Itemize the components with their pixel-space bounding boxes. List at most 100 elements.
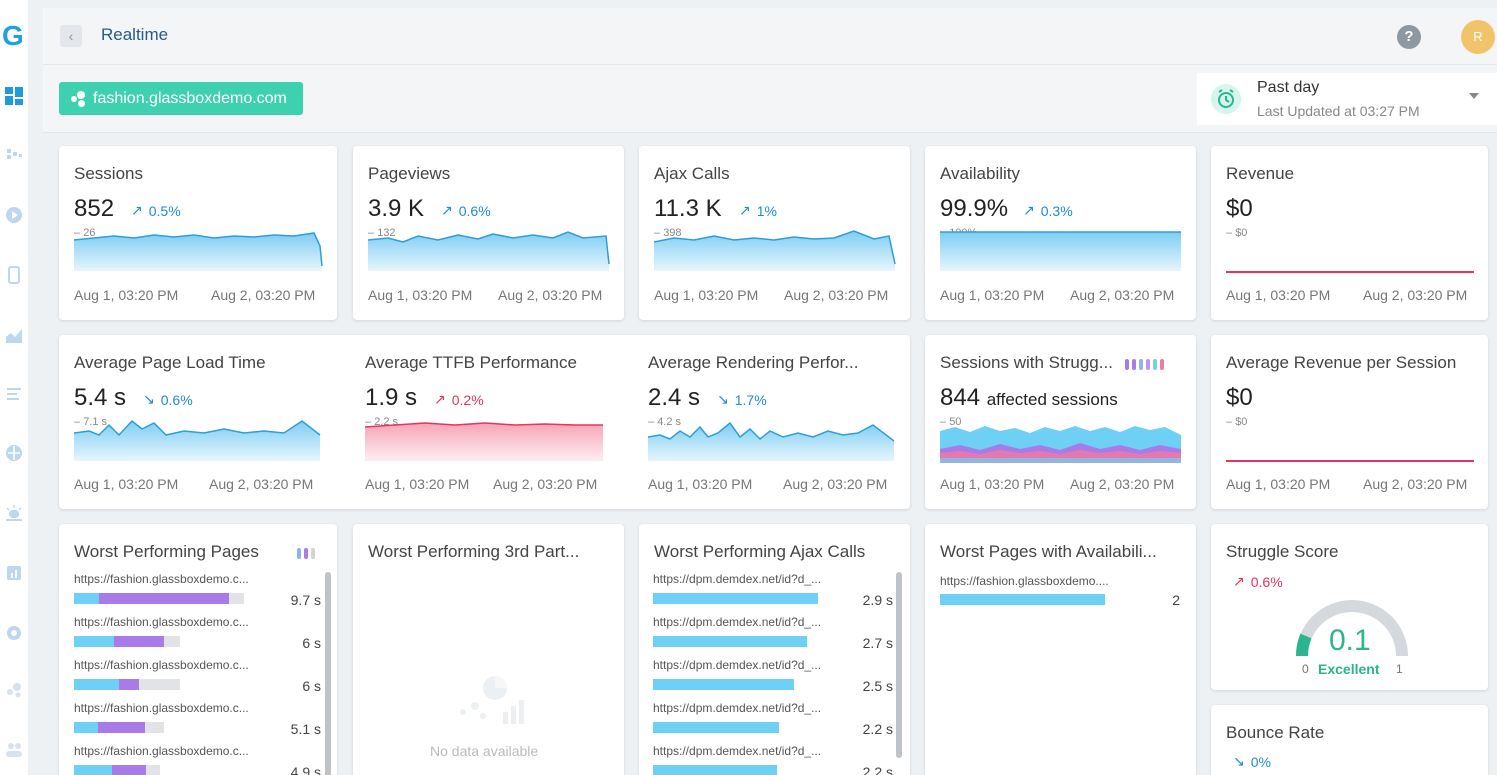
struggle-label: Excellent [1318, 661, 1380, 677]
card-worst-performing-ajax-calls[interactable]: Worst Performing Ajax Calls https://dpm.… [639, 524, 910, 775]
list-item-url[interactable]: https://dpm.demdex.net/id?d_... [653, 658, 822, 672]
list-item-url[interactable]: https://dpm.demdex.net/id?d_... [653, 701, 822, 715]
list-item-url[interactable]: https://fashion.glassboxdemo.c... [74, 658, 249, 672]
card-title: Sessions with Strugg... [940, 353, 1113, 372]
date-start: Aug 1, 03:20 PM [74, 476, 179, 492]
ref-label: – 7.1 s [74, 416, 108, 428]
sparkline [74, 419, 321, 461]
card-title[interactable]: Average Page Load Time [74, 353, 266, 372]
list-item-bar [74, 593, 244, 604]
card-availability[interactable]: Availability 99.9% ↗0.3% – 100% Aug 1, 0… [925, 146, 1196, 320]
gauge-max: 1 [1396, 662, 1403, 676]
app-dots-icon [71, 90, 87, 107]
card-value: $0 [1226, 384, 1253, 411]
card-title: Pageviews [368, 164, 451, 183]
list-item-bar [653, 722, 779, 733]
ref-label: – 26 [74, 227, 96, 239]
list-item-url[interactable]: https://fashion.glassboxdemo.c... [74, 701, 249, 715]
card-title[interactable]: Average Rendering Perfor... [648, 353, 859, 372]
trend-down-icon: ↘ [717, 391, 729, 407]
date-start: Aug 1, 03:20 PM [940, 287, 1045, 303]
help-icon[interactable]: ? [1397, 25, 1421, 49]
date-end: Aug 2, 03:20 PM [209, 476, 314, 492]
sparkline [368, 231, 610, 271]
sparkline [940, 231, 1181, 271]
trend-up-icon: ↗ [441, 202, 453, 218]
card-worst-performing-3rd-party[interactable]: Worst Performing 3rd Part... No data ava… [353, 524, 624, 775]
sparkline [654, 230, 896, 271]
list-item-bar [653, 765, 777, 775]
list-item-bar [74, 722, 164, 733]
scrollbar[interactable] [896, 572, 902, 758]
list-item-url[interactable]: https://dpm.demdex.net/id?d_... [653, 572, 822, 586]
trend-up-icon: ↗ [131, 202, 143, 218]
date-end: Aug 2, 03:20 PM [498, 287, 603, 303]
card-worst-pages-availability[interactable]: Worst Pages with Availabili... https://f… [925, 524, 1196, 775]
sparkline [74, 232, 323, 271]
ref-label: – 398 [654, 227, 682, 239]
play-icon[interactable] [4, 205, 24, 225]
list-item-url[interactable]: https://fashion.glassboxdemo.c... [74, 744, 249, 758]
date-end: Aug 2, 03:20 PM [1363, 287, 1468, 303]
list-item-value: 2.7 s [862, 635, 893, 651]
date-start: Aug 1, 03:20 PM [648, 476, 753, 492]
list-item-value: 9.7 s [290, 592, 321, 608]
list-item-value: 6 s [302, 635, 321, 651]
ref-label: – 50 [940, 416, 962, 428]
card-value: 3.9 K [368, 195, 425, 222]
app-selector[interactable]: fashion.glassboxdemo.com [59, 82, 303, 115]
list-item-value: 5.1 s [290, 721, 321, 737]
apps-icon[interactable] [4, 680, 24, 700]
card-value: 11.3 K [654, 195, 722, 222]
dashboard-icon[interactable] [4, 86, 24, 106]
sidebar: G [0, 0, 28, 775]
card-revenue[interactable]: Revenue $0 – $0 Aug 1, 03:20 PM Aug 2, 0… [1211, 146, 1488, 320]
card-title[interactable]: Average TTFB Performance [365, 353, 577, 372]
card-value: $0 [1226, 195, 1253, 222]
date-start: Aug 1, 03:20 PM [74, 287, 179, 303]
logo[interactable]: G [2, 20, 24, 51]
list-item-url[interactable]: https://dpm.demdex.net/id?d_... [653, 744, 822, 758]
back-button[interactable]: ‹ [60, 25, 82, 47]
trend-down-icon: ↘ [143, 391, 155, 407]
card-worst-performing-pages[interactable]: Worst Performing Pages https://fashion.g… [59, 524, 337, 775]
card-sessions[interactable]: Sessions 852 ↗ 0.5% – 26 Aug 1, 03:20 PM … [59, 146, 337, 320]
card-struggle-score[interactable]: Struggle Score ↗ 0.6% 0.1 0 Excellent 1 [1211, 524, 1488, 690]
list-item-url[interactable]: https://fashion.glassboxdemo.c... [74, 572, 249, 586]
card-sessions-with-struggle[interactable]: Sessions with Strugg... 844 affected ses… [925, 335, 1196, 509]
sparkline [648, 421, 895, 461]
time-range-select[interactable]: Past day Last Updated at 03:27 PM [1197, 73, 1497, 125]
gear-icon[interactable] [4, 623, 24, 643]
list-item-url[interactable]: https://fashion.glassboxdemo.... [940, 574, 1109, 588]
users-icon[interactable] [4, 740, 24, 760]
list-item-bar [653, 636, 807, 647]
date-start: Aug 1, 03:20 PM [654, 287, 759, 303]
alert-icon[interactable] [4, 503, 24, 523]
mobile-icon[interactable] [4, 265, 24, 285]
report-icon[interactable] [4, 563, 24, 583]
scrollbar[interactable] [325, 572, 331, 775]
list-icon[interactable] [4, 385, 24, 405]
avatar[interactable]: R [1461, 20, 1495, 54]
card-bounce-rate[interactable]: Bounce Rate ↘ 0% [1211, 705, 1488, 775]
card-title: Worst Performing Ajax Calls [654, 542, 866, 561]
journey-icon[interactable] [4, 146, 24, 166]
sparkline [1226, 460, 1474, 462]
card-title: Availability [940, 164, 1021, 183]
page-title: Realtime [101, 25, 169, 44]
list-item-value: 2.9 s [862, 592, 893, 608]
list-item-value: 2.2 s [862, 764, 893, 775]
analytics-icon[interactable] [4, 325, 24, 345]
trend: ↗ 0.2% [434, 391, 484, 408]
globe-icon[interactable] [4, 443, 24, 463]
list-item-bar [653, 593, 818, 604]
trend-up-icon: ↗ [434, 391, 446, 407]
card-ajax-calls[interactable]: Ajax Calls 11.3 K ↗ 1% – 398 Aug 1, 03:20… [639, 146, 910, 320]
list-item-value: 6 s [302, 678, 321, 694]
card-average-revenue-per-session[interactable]: Average Revenue per Session $0 – $0 Aug … [1211, 335, 1488, 509]
list-item-url[interactable]: https://fashion.glassboxdemo.c... [74, 615, 249, 629]
range-last-updated: Last Updated at 03:27 PM [1257, 103, 1420, 119]
list-item-url[interactable]: https://dpm.demdex.net/id?d_... [653, 615, 822, 629]
card-pageviews[interactable]: Pageviews 3.9 K ↗ 0.6% – 132 Aug 1, 03:20… [353, 146, 624, 320]
gauge-min: 0 [1302, 662, 1309, 676]
